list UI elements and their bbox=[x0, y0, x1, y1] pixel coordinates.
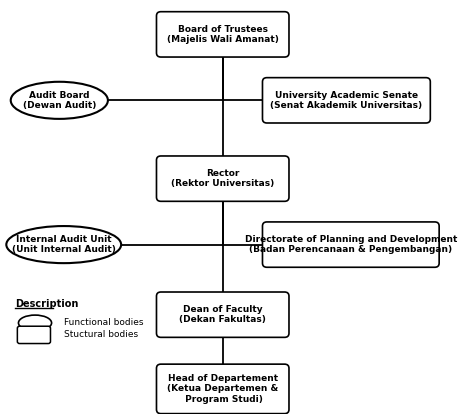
Ellipse shape bbox=[18, 315, 52, 331]
Text: Stuctural bodies: Stuctural bodies bbox=[64, 330, 138, 339]
FancyBboxPatch shape bbox=[156, 364, 289, 414]
FancyBboxPatch shape bbox=[156, 292, 289, 337]
Text: Functional bodies: Functional bodies bbox=[64, 318, 143, 327]
Text: Description: Description bbox=[15, 299, 79, 309]
FancyBboxPatch shape bbox=[156, 12, 289, 57]
Text: Directorate of Planning and Development
(Badan Perencanaan & Pengembangan): Directorate of Planning and Development … bbox=[245, 235, 457, 254]
FancyBboxPatch shape bbox=[263, 78, 430, 123]
Ellipse shape bbox=[6, 226, 121, 263]
Text: Board of Trustees
(Majelis Wali Amanat): Board of Trustees (Majelis Wali Amanat) bbox=[167, 24, 279, 44]
Text: Head of Departement
(Ketua Departemen &
 Program Studi): Head of Departement (Ketua Departemen & … bbox=[167, 374, 278, 404]
FancyBboxPatch shape bbox=[263, 222, 439, 267]
Text: Dean of Faculty
(Dekan Fakultas): Dean of Faculty (Dekan Fakultas) bbox=[179, 305, 266, 325]
FancyBboxPatch shape bbox=[18, 326, 51, 344]
Text: Rector
(Rektor Universitas): Rector (Rektor Universitas) bbox=[171, 169, 274, 188]
Text: Audit Board
(Dewan Audit): Audit Board (Dewan Audit) bbox=[23, 90, 96, 110]
Ellipse shape bbox=[11, 82, 108, 119]
FancyBboxPatch shape bbox=[156, 156, 289, 201]
Text: University Academic Senate
(Senat Akademik Universitas): University Academic Senate (Senat Akadem… bbox=[270, 90, 422, 110]
Text: Internal Audit Unit
(Unit Internal Audit): Internal Audit Unit (Unit Internal Audit… bbox=[12, 235, 116, 254]
